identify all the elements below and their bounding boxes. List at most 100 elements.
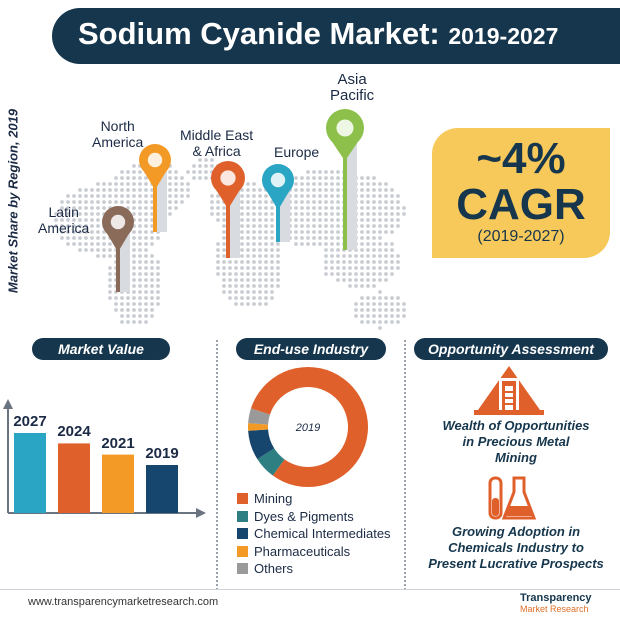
map-dot (78, 218, 82, 222)
map-dot (108, 266, 112, 270)
region-pins (102, 109, 364, 292)
map-dot (108, 188, 112, 192)
map-dot (138, 272, 142, 276)
map-dot (216, 200, 220, 204)
map-dot (306, 236, 310, 240)
map-dot (150, 272, 154, 276)
map-dot (324, 230, 328, 234)
map-dot (258, 290, 262, 294)
map-dot (156, 290, 160, 294)
opportunity-line: Present Lucrative Prospects (428, 556, 604, 571)
map-dot (144, 320, 148, 324)
map-dot (330, 170, 334, 174)
map-dot (144, 272, 148, 276)
map-dot (258, 194, 262, 198)
map-dot (384, 242, 388, 246)
map-dot (372, 212, 376, 216)
map-dot (246, 230, 250, 234)
map-dot (108, 254, 112, 258)
map-dot (246, 182, 250, 186)
footer-divider (0, 589, 620, 590)
map-dot (198, 158, 202, 162)
map-dot (84, 194, 88, 198)
map-dot (366, 176, 370, 180)
map-dot (366, 272, 370, 276)
legend-item: Chemical Intermediates (237, 525, 391, 543)
bar-2019 (146, 465, 178, 513)
map-dot (60, 206, 64, 210)
map-dot (270, 260, 274, 264)
map-dot (126, 314, 130, 318)
legend-swatch (237, 510, 248, 522)
map-dot (216, 212, 220, 216)
legend-item: Dyes & Pigments (237, 508, 391, 526)
map-dot (372, 248, 376, 252)
map-dot (222, 290, 226, 294)
map-dot (150, 314, 154, 318)
map-dot (132, 302, 136, 306)
footer-url[interactable]: www.transparencymarketresearch.com (28, 596, 219, 608)
map-dot (312, 212, 316, 216)
map-dot (294, 200, 298, 204)
map-dot (360, 194, 364, 198)
map-dot (114, 194, 118, 198)
bar-2021 (102, 454, 134, 513)
cagr-label: CAGR (456, 180, 586, 229)
title-main: Sodium Cyanide Market: (78, 16, 440, 51)
donut-slice-chemical-intermediates (248, 429, 275, 460)
map-dot (384, 260, 388, 264)
map-dot (240, 188, 244, 192)
map-dot (120, 320, 124, 324)
map-dot (294, 206, 298, 210)
map-dot (144, 176, 148, 180)
opportunity-line: Chemicals Industry to (448, 540, 584, 555)
map-dot (192, 164, 196, 168)
map-dot (336, 212, 340, 216)
map-dot (138, 314, 142, 318)
map-dot (180, 200, 184, 204)
map-dot (138, 320, 142, 324)
map-dot (396, 218, 400, 222)
map-dot (396, 266, 400, 270)
map-dot (150, 302, 154, 306)
map-dot (78, 212, 82, 216)
legend-swatch (237, 563, 248, 575)
map-dot (378, 248, 382, 252)
map-dot (252, 224, 256, 228)
map-dot (264, 284, 268, 288)
map-dot (330, 176, 334, 180)
map-dot (168, 206, 172, 210)
map-dot (102, 236, 106, 240)
map-dot (348, 272, 352, 276)
map-dot (372, 176, 376, 180)
map-dot (366, 230, 370, 234)
map-dot (294, 212, 298, 216)
map-dot (324, 260, 328, 264)
map-dot (96, 182, 100, 186)
market-value-chart (3, 399, 206, 518)
map-dot (210, 200, 214, 204)
bar-label-2024: 2024 (57, 423, 91, 441)
map-dot (330, 206, 334, 210)
map-dot (102, 182, 106, 186)
map-dot (378, 218, 382, 222)
map-dot (144, 254, 148, 258)
map-dot (186, 170, 190, 174)
map-dot (138, 194, 142, 198)
map-dot (246, 188, 250, 192)
map-dot (336, 272, 340, 276)
map-dot (360, 206, 364, 210)
region-label-line: America (38, 220, 90, 236)
map-dot (90, 206, 94, 210)
map-dot (246, 278, 250, 282)
map-dot (318, 224, 322, 228)
map-dot (276, 242, 280, 246)
map-dot (228, 284, 232, 288)
map-dot (330, 182, 334, 186)
map-dot (126, 200, 130, 204)
company-logo: Transparency Market Research (520, 590, 616, 618)
map-dot (132, 200, 136, 204)
map-dot (330, 254, 334, 258)
map-dot (144, 260, 148, 264)
map-dot (90, 218, 94, 222)
